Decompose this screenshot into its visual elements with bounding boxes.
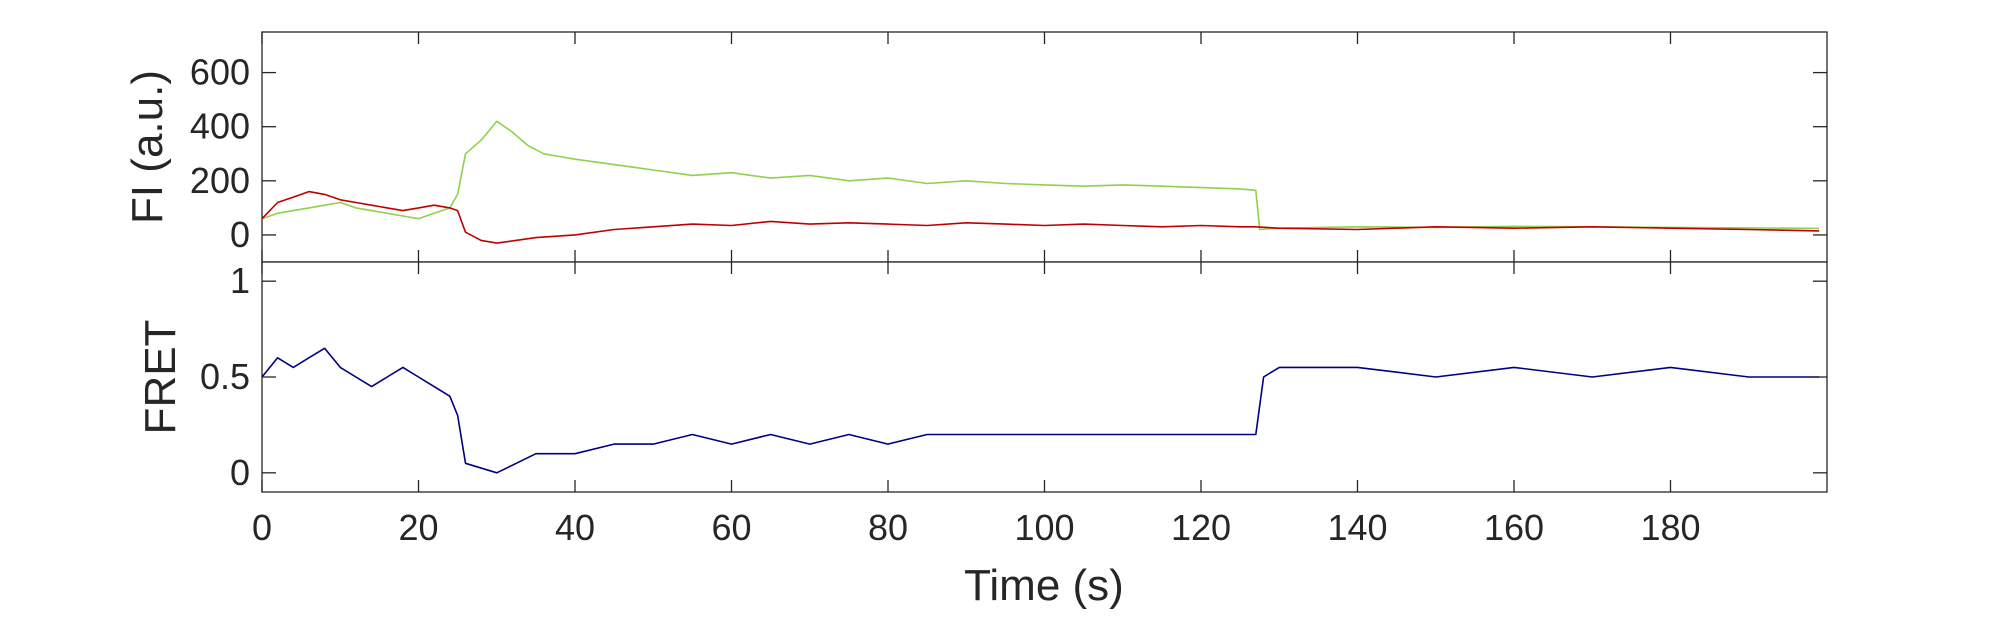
time-x-tick-label: 180 — [1640, 507, 1700, 548]
fret-y-tick-label: 1 — [230, 260, 250, 301]
fluorescence-y-tick-label: 0 — [230, 214, 250, 255]
time-x-tick-label: 0 — [252, 507, 272, 548]
fluorescence-axes-frame — [261, 31, 1828, 263]
time-x-tick-label: 20 — [398, 507, 438, 548]
time-x-tick-label: 120 — [1171, 507, 1231, 548]
fluorescence-series-1-line — [261, 190, 1820, 244]
time-x-tick-label: 140 — [1327, 507, 1387, 548]
fluorescence-y-tick-label: 200 — [190, 160, 250, 201]
fluorescence-y-ticks: 0 200 400 600 — [190, 32, 1827, 262]
time-x-tick-label: 80 — [868, 507, 908, 548]
fret-y-axis-label: FRET — [136, 320, 185, 435]
fluorescence-panel: 0 200 400 600 FI (a.u.) — [123, 31, 1828, 263]
fluorescence-y-axis-label: FI (a.u.) — [123, 70, 172, 224]
time-x-axis-label: Time (s) — [964, 561, 1124, 610]
fluorescence-y-tick-label: 400 — [190, 106, 250, 147]
time-x-tick-label: 100 — [1014, 507, 1074, 548]
fret-axes-frame — [261, 261, 1828, 493]
fret-y-tick-label: 0 — [230, 452, 250, 493]
fret-panel: 00.51 0 20 40 60 80 100 120 140 160 180 FRET Time… — [136, 260, 1828, 610]
time-x-tick-label: 60 — [711, 507, 751, 548]
time-x-ticks: 0 20 40 60 80 100 120 140 160 180 — [252, 262, 1701, 548]
fret-series-group — [261, 347, 1820, 474]
time-x-tick-label: 160 — [1484, 507, 1544, 548]
fret-series-0-line — [261, 347, 1820, 474]
fret-y-tick-label: 0.5 — [200, 356, 250, 397]
fret-y-ticks: 00.51 — [200, 260, 1827, 493]
fluorescence-series-group — [261, 120, 1820, 244]
time-x-tick-label: 40 — [555, 507, 595, 548]
fluorescence-y-tick-label: 600 — [190, 52, 250, 93]
fluorescence-series-0-line — [261, 120, 1820, 231]
